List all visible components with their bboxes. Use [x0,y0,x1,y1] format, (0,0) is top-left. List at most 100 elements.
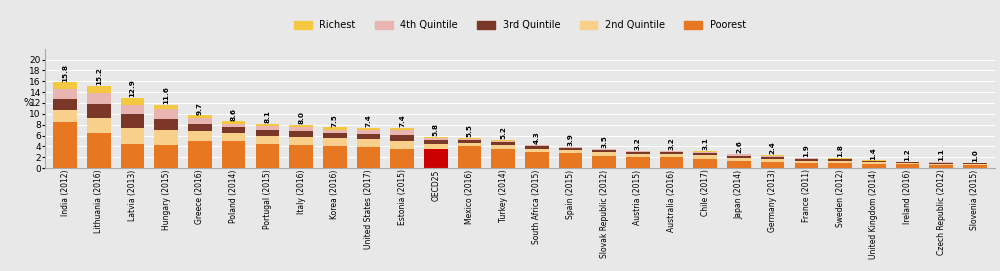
Text: 1.8: 1.8 [837,144,843,157]
Bar [53,89,77,99]
Bar [761,159,784,162]
Text: 12.9: 12.9 [130,79,136,97]
Text: 4.3: 4.3 [534,131,540,144]
Bar [87,93,111,104]
Text: 5.5: 5.5 [466,124,472,137]
Text: 15.2: 15.2 [96,67,102,85]
Bar [727,156,751,158]
Bar [458,140,481,143]
Bar [424,140,448,144]
Bar [154,119,178,130]
Text: 3.1: 3.1 [702,138,708,150]
Text: 3.2: 3.2 [635,137,641,150]
Text: 5.8: 5.8 [433,123,439,136]
Bar [256,126,279,130]
Bar [660,152,683,154]
Bar [828,158,852,159]
Bar [626,154,650,157]
Bar [256,144,279,168]
Bar [289,145,313,168]
Bar [963,163,987,164]
Bar [525,152,549,168]
Text: 2.4: 2.4 [770,141,776,154]
Bar [87,104,111,118]
Bar [121,128,144,144]
Bar [491,141,515,142]
Bar [390,141,414,149]
Bar [559,147,582,148]
Bar [862,164,886,168]
Text: 1.0: 1.0 [972,149,978,162]
Bar [87,86,111,93]
Bar [828,159,852,161]
Bar [188,131,212,141]
Bar [761,155,784,156]
Bar [323,130,347,133]
Bar [592,156,616,168]
Bar [727,161,751,168]
Bar [828,163,852,168]
Bar [795,163,818,168]
Bar [761,156,784,157]
Text: 11.6: 11.6 [163,86,169,104]
Bar [53,82,77,89]
Text: 3.5: 3.5 [601,135,607,148]
Bar [256,136,279,144]
Bar [154,145,178,168]
Bar [289,127,313,131]
Bar [424,137,448,138]
Bar [53,99,77,110]
Bar [525,145,549,146]
Bar [592,152,616,156]
Bar [188,115,212,118]
Bar [491,140,515,141]
Bar [559,150,582,153]
Bar [188,118,212,124]
Bar [693,159,717,168]
Bar [660,157,683,168]
Bar [188,124,212,131]
Bar [289,125,313,127]
Bar [491,149,515,168]
Bar [963,165,987,168]
Text: 7.4: 7.4 [399,114,405,127]
Text: 7.4: 7.4 [365,114,371,127]
Text: 8.6: 8.6 [231,108,237,121]
Text: 8.1: 8.1 [264,110,270,123]
Bar [323,138,347,146]
Bar [525,146,549,149]
Bar [491,145,515,149]
Bar [693,155,717,159]
Bar [525,149,549,152]
Bar [896,162,919,163]
Bar [761,157,784,159]
Text: 1.1: 1.1 [938,149,944,161]
Bar [390,149,414,168]
Bar [693,151,717,152]
Text: 1.9: 1.9 [803,144,809,157]
Bar [929,164,953,165]
Text: 8.0: 8.0 [298,111,304,124]
Bar [458,143,481,146]
Bar [626,151,650,152]
Bar [121,98,144,105]
Bar [727,154,751,156]
Bar [390,130,414,135]
Bar [424,138,448,140]
Bar [357,139,380,147]
Bar [121,114,144,128]
Bar [458,138,481,139]
Bar [929,165,953,168]
Bar [222,127,245,133]
Bar [929,163,953,164]
Bar [761,162,784,168]
Text: 1.4: 1.4 [871,147,877,160]
Bar [222,121,245,124]
Bar [390,128,414,130]
Bar [188,141,212,168]
Text: 7.5: 7.5 [332,114,338,127]
Bar [323,127,347,130]
Bar [963,164,987,165]
Bar [458,139,481,140]
Bar [289,131,313,137]
